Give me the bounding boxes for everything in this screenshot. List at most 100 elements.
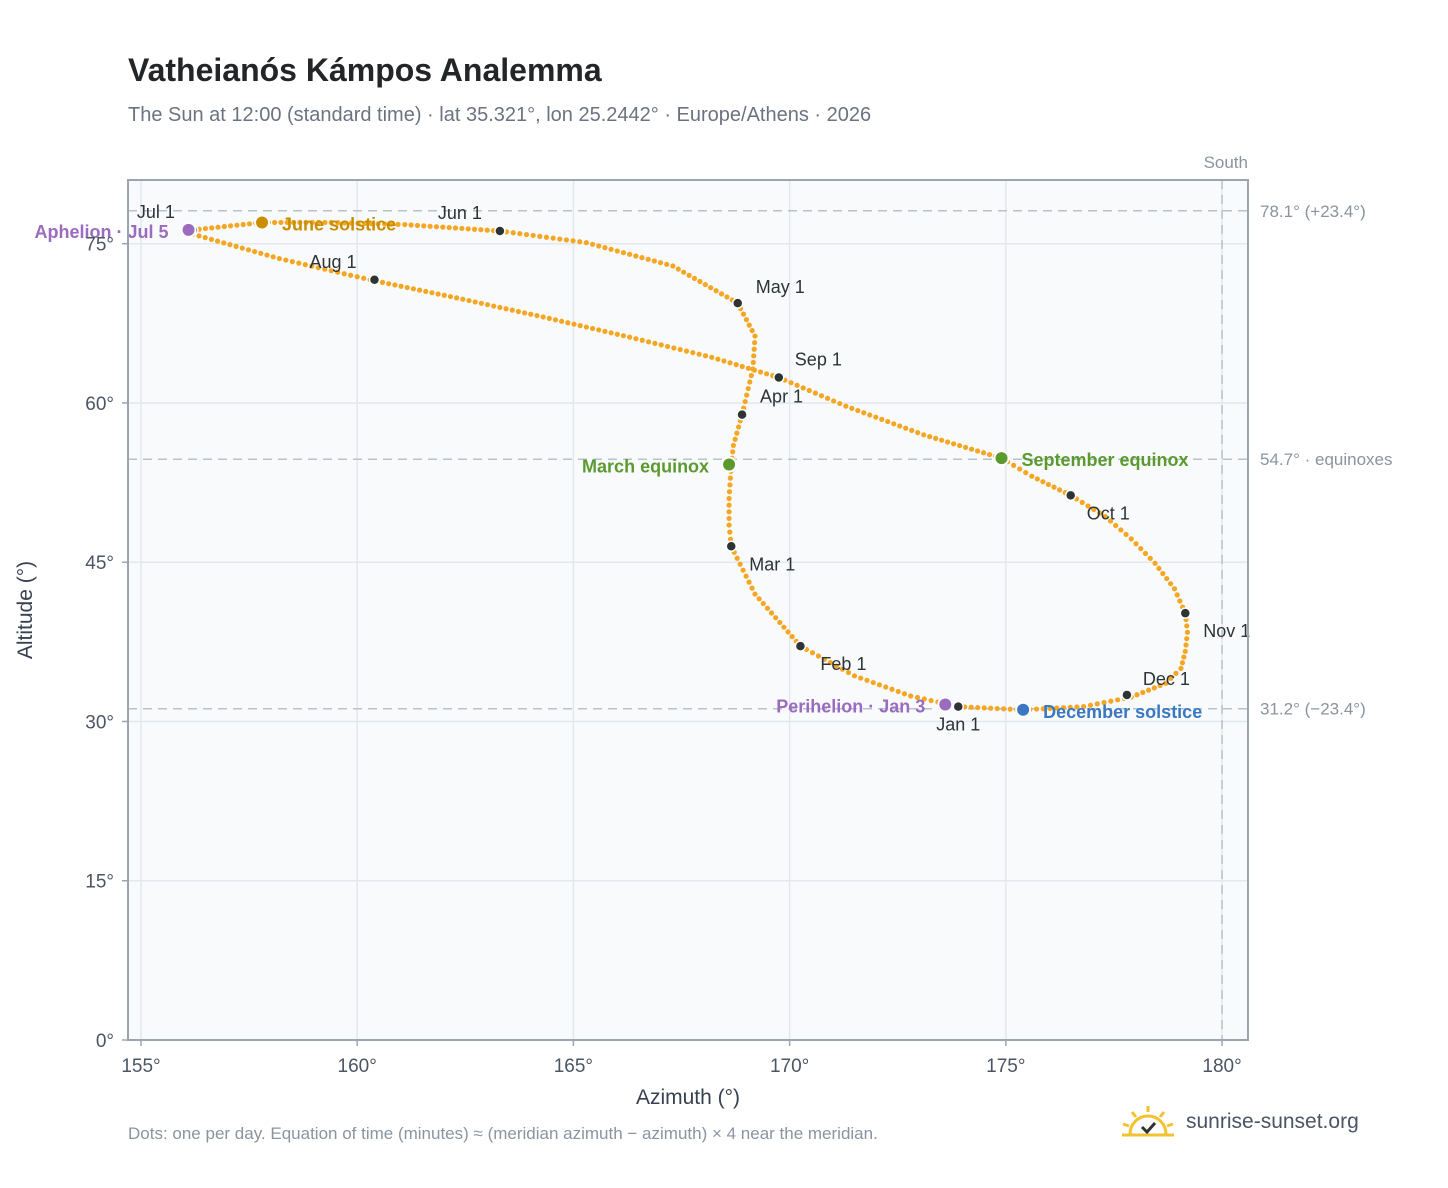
day-dot — [751, 346, 757, 352]
day-dot — [543, 234, 550, 240]
day-dot — [702, 353, 709, 359]
day-dot — [627, 334, 633, 340]
day-dot — [986, 451, 993, 458]
day-dot — [202, 225, 209, 232]
day-dot — [441, 292, 447, 298]
brand-name: sunrise-sunset.org — [1186, 1110, 1359, 1133]
day-dot — [570, 238, 576, 244]
day-dot — [726, 502, 732, 508]
day-dot — [1183, 642, 1189, 648]
day-dot — [1085, 503, 1091, 509]
day-dot — [296, 260, 302, 266]
day-dot — [1157, 682, 1163, 689]
day-dot — [375, 221, 381, 227]
day-dot — [517, 231, 523, 237]
day-dot — [1163, 680, 1169, 686]
day-dot — [1160, 570, 1166, 577]
day-dot — [1115, 697, 1121, 703]
day-dot — [745, 385, 751, 392]
month-label: Jul 1 — [137, 202, 175, 222]
month-marker — [952, 700, 965, 713]
day-dot — [466, 297, 472, 304]
day-dot — [316, 219, 322, 226]
day-dot — [416, 287, 423, 293]
day-dot — [895, 688, 901, 695]
day-dot — [849, 405, 855, 411]
day-dot — [962, 444, 969, 450]
day-dot — [552, 317, 559, 323]
day-dot — [645, 339, 652, 345]
month-label: Mar 1 — [749, 554, 795, 574]
day-dot — [915, 430, 921, 436]
day-dot — [726, 489, 733, 495]
day-dot — [1123, 531, 1129, 538]
day-dot — [408, 222, 414, 228]
day-dot — [742, 398, 748, 405]
day-dot — [335, 269, 341, 275]
event-marker — [721, 456, 738, 473]
analemma-curve — [190, 219, 1191, 713]
day-dot — [272, 219, 278, 226]
day-dot — [537, 233, 543, 239]
day-dot — [968, 446, 975, 452]
day-dot — [410, 286, 417, 292]
day-dot — [392, 282, 398, 288]
day-dot — [933, 435, 939, 442]
day-dot — [702, 281, 708, 288]
month-marker — [494, 225, 506, 237]
day-dot — [788, 380, 794, 386]
day-dot — [1074, 704, 1080, 710]
day-dot — [583, 240, 589, 246]
event-label: March equinox — [582, 457, 709, 477]
day-dot — [1182, 648, 1188, 655]
day-dot — [414, 222, 421, 229]
day-dot — [589, 325, 596, 332]
day-dot — [831, 398, 837, 404]
event-label: June solstice — [282, 214, 396, 234]
brand[interactable]: sunrise-sunset.org — [1120, 1104, 1359, 1140]
day-dot — [509, 307, 515, 313]
day-dot — [1164, 575, 1170, 582]
day-dot — [921, 432, 927, 438]
day-dot — [1007, 706, 1013, 712]
day-dot — [818, 393, 825, 399]
day-dot — [620, 250, 627, 256]
day-dot — [675, 266, 681, 272]
day-dot — [528, 311, 534, 317]
day-dot — [815, 653, 822, 659]
y-tick-label: 0° — [96, 1031, 114, 1052]
day-dot — [382, 221, 388, 227]
day-dot — [398, 283, 404, 289]
day-dot — [227, 242, 233, 248]
day-dot — [914, 694, 921, 701]
day-dot — [697, 278, 703, 285]
day-dot — [746, 579, 752, 585]
y-axis-title: Altitude (°) — [14, 561, 37, 659]
day-dot — [627, 251, 633, 257]
day-dot — [303, 219, 309, 226]
day-dot — [361, 275, 367, 281]
day-dot — [658, 342, 664, 348]
day-dot — [633, 336, 639, 342]
day-dot — [764, 371, 770, 377]
day-dot — [752, 333, 758, 339]
day-dot — [671, 345, 677, 351]
day-dot — [713, 288, 719, 294]
day-dot — [1079, 499, 1085, 506]
day-dot — [1023, 470, 1029, 476]
chart-title: Vatheianós Kámpos Analemma — [128, 52, 602, 88]
day-dot — [1051, 484, 1057, 490]
day-dot — [423, 288, 429, 295]
day-dot — [208, 236, 214, 242]
day-dot — [739, 363, 745, 370]
day-dot — [747, 379, 753, 385]
day-dot — [289, 259, 295, 265]
x-tick-label: 170° — [770, 1056, 809, 1077]
day-dot — [446, 224, 452, 231]
day-dot — [957, 442, 963, 449]
day-dot — [283, 257, 289, 263]
day-dot — [726, 515, 732, 522]
day-dot — [252, 248, 258, 255]
day-dot — [510, 230, 516, 236]
day-dot — [404, 284, 410, 291]
